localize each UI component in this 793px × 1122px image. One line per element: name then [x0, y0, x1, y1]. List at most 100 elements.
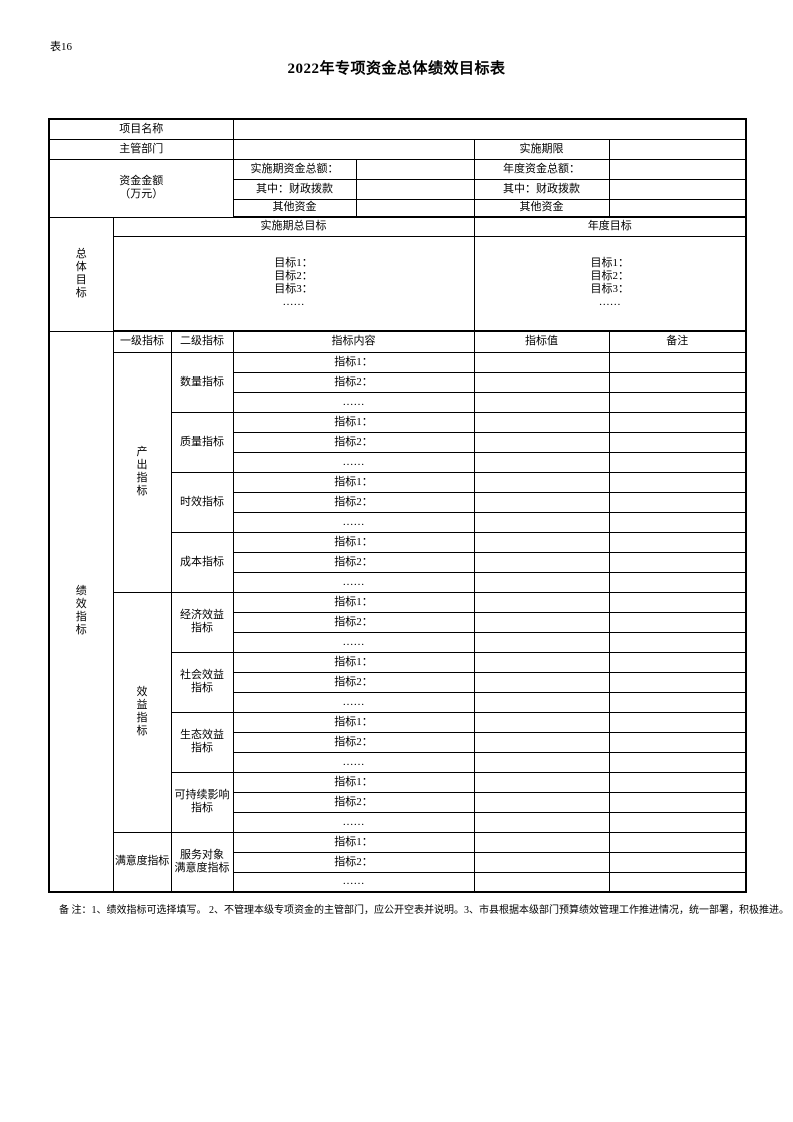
indicator-remark-cell [608, 631, 747, 653]
annual-total-value-cell [608, 158, 747, 180]
indicator-row: 成本指标 指标1： [49, 531, 747, 593]
annual-other-funds-value-cell [608, 198, 747, 218]
level2-timeliness-label: 时效指标 [170, 471, 234, 533]
indicator-row: …… [49, 571, 747, 593]
indicator-value-cell [473, 451, 610, 473]
indicator-value-cell [473, 711, 610, 733]
indicator-remark-cell [608, 511, 747, 533]
indicator-row: 指标2： [49, 611, 747, 633]
indicator-content-cell: 指标2： [232, 371, 475, 393]
row-project-name: 项目名称 [48, 118, 747, 140]
indicator-row: 指标2： [49, 851, 747, 873]
indicator-value-cell [473, 771, 610, 793]
indicator-value-cell [473, 611, 610, 633]
impl-other-funds-label: 其他资金 [232, 198, 357, 218]
page-title: 2022年专项资金总体绩效目标表 [287, 61, 506, 77]
indicator-content-cell: 指标1： [232, 591, 475, 613]
level2-sustainable-label: 可持续影响 指标 [170, 771, 234, 833]
indicator-value-cell [473, 571, 610, 593]
indicator-content-cell: …… [232, 391, 475, 413]
indicator-value-cell [473, 591, 610, 613]
indicator-remark-cell [608, 751, 747, 773]
indicator-value-cell [473, 791, 610, 813]
annual-total-label: 年度资金总额： [473, 158, 610, 180]
project-name-label: 项目名称 [48, 118, 234, 140]
level2-quality-label: 质量指标 [170, 411, 234, 473]
header-remark: 备注 [608, 330, 747, 353]
indicator-row: 满意度指标 服务对象 满意度指标 指标1： [49, 831, 747, 893]
indicator-content-cell: …… [232, 631, 475, 653]
annual-fiscal-label: 其中：财政拨款 [473, 178, 610, 200]
indicator-content-cell: 指标2： [232, 491, 475, 513]
annual-fiscal-value-cell [608, 178, 747, 200]
indicator-content-cell: 指标1： [232, 471, 475, 493]
indicator-content-cell: …… [232, 511, 475, 533]
indicator-row: 指标2： [49, 431, 747, 453]
indicator-remark-cell [608, 731, 747, 753]
indicator-remark-cell [608, 811, 747, 833]
performance-indicator-label: 绩 效 指 标 [48, 330, 114, 893]
indicator-content-cell: 指标2： [232, 791, 475, 813]
impl-goal-content-cell: 目标1： 目标2： 目标3： …… [112, 235, 475, 332]
level2-service-satisfaction-label: 服务对象 满意度指标 [170, 831, 234, 893]
indicator-remark-cell [608, 471, 747, 493]
project-name-value-cell [232, 118, 747, 140]
indicator-content-cell: 指标1： [232, 531, 475, 553]
indicator-remark-cell [608, 711, 747, 733]
performance-target-table: 项目名称 主管部门 实施期限 资金金额 （万元） 实施期资金总额： 年度资金总额… [48, 118, 748, 893]
indicator-row: 指标2： [49, 551, 747, 573]
indicator-remark-cell [608, 491, 747, 513]
indicator-content-cell: 指标2： [232, 671, 475, 693]
row-other-funds: 其他资金 其他资金 [49, 198, 747, 218]
indicator-row: 指标2： [49, 671, 747, 693]
indicator-row: 指标2： [49, 371, 747, 393]
indicator-content-cell: …… [232, 691, 475, 713]
indicator-content-cell: …… [232, 451, 475, 473]
overall-goal-label: 总 体 目 标 [48, 216, 114, 332]
level2-economic-label: 经济效益 指标 [170, 591, 234, 653]
indicator-row: 质量指标 指标1： [49, 411, 747, 473]
level2-ecological-label: 生态效益 指标 [170, 711, 234, 773]
indicator-remark-cell [608, 791, 747, 813]
indicator-row: …… [49, 691, 747, 713]
header-level2: 二级指标 [170, 330, 234, 353]
indicator-value-cell [473, 851, 610, 873]
indicator-remark-cell [608, 871, 747, 893]
indicator-row: 指标2： [49, 791, 747, 813]
indicator-value-cell [473, 691, 610, 713]
indicator-value-cell [473, 371, 610, 393]
indicator-value-cell [473, 811, 610, 833]
indicator-remark-cell [608, 371, 747, 393]
indicator-remark-cell [608, 531, 747, 553]
indicator-value-cell [473, 731, 610, 753]
indicator-content-cell: …… [232, 811, 475, 833]
fund-amount-label: 资金金额 （万元） [48, 158, 234, 218]
indicator-content-cell: 指标1： [232, 831, 475, 853]
indicator-value-cell [473, 491, 610, 513]
indicator-remark-cell [608, 671, 747, 693]
indicator-remark-cell [608, 831, 747, 853]
indicator-row: 时效指标 指标1： [49, 471, 747, 533]
row-fund-total: 资金金额 （万元） 实施期资金总额： 年度资金总额： [48, 158, 747, 218]
level1-satisfaction-label: 满意度指标 [112, 831, 172, 893]
indicator-remark-cell [608, 431, 747, 453]
row-overall-goal-header: 总 体 目 标 实施期总目标 年度目标 [48, 216, 747, 332]
indicator-remark-cell [608, 451, 747, 473]
indicator-value-cell [473, 531, 610, 553]
indicator-value-cell [473, 651, 610, 673]
indicator-content-cell: …… [232, 871, 475, 893]
indicator-value-cell [473, 751, 610, 773]
indicator-content-cell: …… [232, 751, 475, 773]
header-level1: 一级指标 [112, 330, 172, 353]
indicator-content-cell: 指标2： [232, 431, 475, 453]
indicator-row: …… [49, 511, 747, 533]
period-label: 实施期限 [473, 138, 610, 160]
impl-fiscal-label: 其中：财政拨款 [232, 178, 357, 200]
indicator-value-cell [473, 411, 610, 433]
impl-total-value-cell [355, 158, 475, 180]
level2-social-label: 社会效益 指标 [170, 651, 234, 713]
indicator-row: 指标2： [49, 491, 747, 513]
indicator-value-cell [473, 471, 610, 493]
indicator-row: …… [49, 871, 747, 893]
